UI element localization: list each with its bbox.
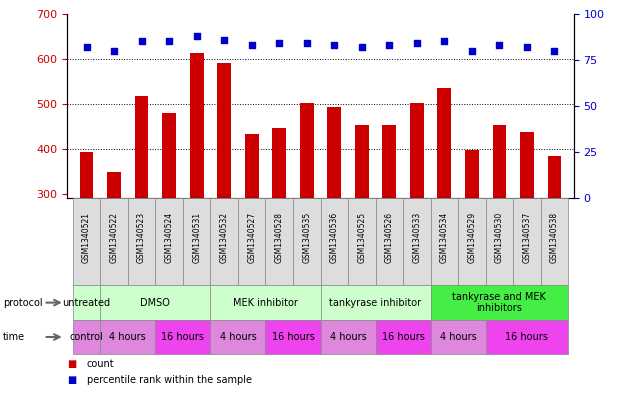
Point <box>109 48 119 54</box>
Text: untreated: untreated <box>63 298 111 308</box>
Text: ■: ■ <box>67 359 76 369</box>
Text: ■: ■ <box>67 375 76 385</box>
Point <box>329 42 339 48</box>
Bar <box>245 134 258 198</box>
Text: GSM1340531: GSM1340531 <box>192 212 201 263</box>
Text: GSM1340525: GSM1340525 <box>357 212 366 263</box>
Text: GSM1340532: GSM1340532 <box>220 212 229 263</box>
Text: protocol: protocol <box>3 298 43 308</box>
Bar <box>355 125 369 198</box>
Bar <box>410 103 424 198</box>
Bar <box>135 96 149 198</box>
Point <box>494 42 504 48</box>
Text: 4 hours: 4 hours <box>220 332 256 342</box>
Bar <box>520 132 534 198</box>
Point <box>274 40 285 46</box>
Text: percentile rank within the sample: percentile rank within the sample <box>87 375 251 385</box>
Text: GSM1340521: GSM1340521 <box>82 212 91 263</box>
Text: GSM1340523: GSM1340523 <box>137 212 146 263</box>
Point <box>412 40 422 46</box>
Point <box>192 33 202 39</box>
Text: control: control <box>70 332 103 342</box>
Point <box>522 44 532 50</box>
Bar <box>190 53 204 198</box>
Text: GSM1340533: GSM1340533 <box>412 212 421 263</box>
Bar <box>79 152 94 198</box>
Text: GSM1340535: GSM1340535 <box>303 212 312 263</box>
Bar <box>107 173 121 198</box>
Point <box>164 38 174 44</box>
Point <box>247 42 257 48</box>
Point <box>137 38 147 44</box>
Point <box>302 40 312 46</box>
Text: GSM1340537: GSM1340537 <box>522 212 531 263</box>
Text: GSM1340534: GSM1340534 <box>440 212 449 263</box>
Text: GSM1340526: GSM1340526 <box>385 212 394 263</box>
Text: GSM1340522: GSM1340522 <box>110 212 119 263</box>
Bar <box>492 125 506 198</box>
Text: time: time <box>3 332 26 342</box>
Text: 4 hours: 4 hours <box>440 332 476 342</box>
Text: 16 hours: 16 hours <box>162 332 204 342</box>
Text: GSM1340536: GSM1340536 <box>329 212 338 263</box>
Bar <box>272 128 286 198</box>
Text: MEK inhibitor: MEK inhibitor <box>233 298 298 308</box>
Text: GSM1340530: GSM1340530 <box>495 212 504 263</box>
Bar <box>300 103 313 198</box>
Text: 4 hours: 4 hours <box>110 332 146 342</box>
Text: tankyrase and MEK
inhibitors: tankyrase and MEK inhibitors <box>453 292 546 313</box>
Bar <box>162 113 176 198</box>
Point <box>439 38 449 44</box>
Point <box>384 42 394 48</box>
Bar <box>465 150 479 198</box>
Text: 4 hours: 4 hours <box>329 332 367 342</box>
Bar <box>383 125 396 198</box>
Point <box>467 48 477 54</box>
Text: tankyrase inhibitor: tankyrase inhibitor <box>329 298 422 308</box>
Point <box>81 44 92 50</box>
Text: 16 hours: 16 hours <box>272 332 315 342</box>
Bar <box>328 107 341 198</box>
Point <box>549 48 560 54</box>
Text: 16 hours: 16 hours <box>381 332 424 342</box>
Bar <box>547 156 562 198</box>
Bar <box>217 63 231 198</box>
Text: GSM1340527: GSM1340527 <box>247 212 256 263</box>
Text: DMSO: DMSO <box>140 298 171 308</box>
Text: GSM1340528: GSM1340528 <box>275 212 284 263</box>
Text: count: count <box>87 359 114 369</box>
Text: GSM1340538: GSM1340538 <box>550 212 559 263</box>
Text: GSM1340529: GSM1340529 <box>467 212 476 263</box>
Point <box>219 37 229 43</box>
Bar <box>437 88 451 198</box>
Text: 16 hours: 16 hours <box>506 332 548 342</box>
Text: GSM1340524: GSM1340524 <box>165 212 174 263</box>
Point <box>356 44 367 50</box>
